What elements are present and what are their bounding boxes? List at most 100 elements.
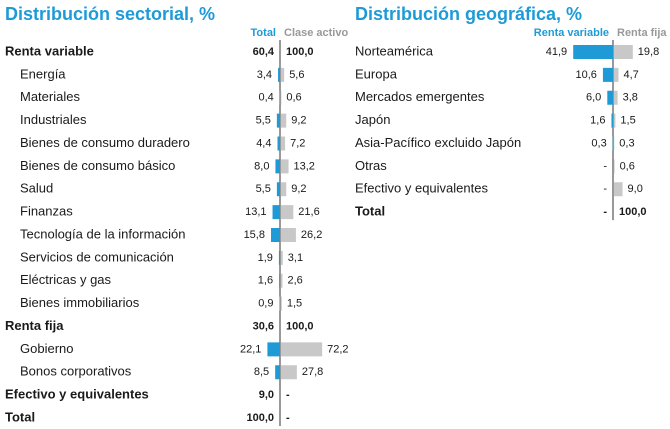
row-label: Mercados emergentes bbox=[355, 89, 485, 104]
value-label: 19,8 bbox=[638, 46, 659, 58]
value-label: 10,6 bbox=[576, 69, 597, 81]
value-label: 3,1 bbox=[288, 252, 303, 264]
bar bbox=[607, 90, 613, 105]
row-label: Efectivo y equivalentes bbox=[355, 181, 488, 196]
value-label: - bbox=[603, 206, 607, 218]
value-label: 0,3 bbox=[591, 137, 606, 149]
bar bbox=[279, 296, 280, 311]
bar bbox=[275, 159, 280, 174]
row-label: Eléctricas y gas bbox=[20, 272, 112, 287]
value-label: 3,8 bbox=[623, 92, 638, 104]
value-label: - bbox=[603, 183, 607, 195]
bar bbox=[614, 67, 619, 82]
value-label: 13,1 bbox=[245, 206, 266, 218]
value-label: 0,6 bbox=[286, 92, 301, 104]
value-label: 5,5 bbox=[256, 115, 271, 127]
row-label: Energía bbox=[20, 66, 66, 81]
value-label: 4,4 bbox=[256, 137, 271, 149]
bar bbox=[281, 136, 286, 151]
value-label: 6,0 bbox=[586, 92, 601, 104]
bar bbox=[281, 273, 283, 288]
value-label: 1,6 bbox=[258, 275, 273, 287]
value-label: 0,6 bbox=[620, 160, 635, 172]
bar bbox=[270, 228, 280, 242]
legend-label: Clase activo bbox=[284, 27, 348, 39]
bar bbox=[281, 113, 287, 128]
value-label: 41,9 bbox=[546, 46, 567, 58]
bar bbox=[279, 273, 280, 288]
value-label: 7,2 bbox=[290, 137, 305, 149]
value-label: - bbox=[286, 389, 290, 401]
row-label: Gobierno bbox=[20, 341, 73, 356]
row-label: Norteamérica bbox=[355, 43, 434, 58]
bar bbox=[267, 342, 280, 357]
bar bbox=[276, 182, 280, 197]
bar bbox=[277, 136, 280, 151]
value-label: 4,7 bbox=[623, 69, 638, 81]
row-label: Finanzas bbox=[20, 204, 73, 219]
row-label: Otras bbox=[355, 158, 387, 173]
value-label: - bbox=[603, 160, 607, 172]
value-label: 1,6 bbox=[590, 115, 605, 127]
bar bbox=[573, 45, 613, 59]
row-label: Salud bbox=[20, 181, 53, 196]
row-label: Materiales bbox=[20, 89, 80, 104]
row-label: Servicios de comunicación bbox=[20, 249, 174, 264]
row-label: Asia-Pacífico excluido Japón bbox=[355, 135, 521, 150]
row-label: Total bbox=[5, 409, 35, 424]
value-label: 9,0 bbox=[628, 183, 643, 195]
bar bbox=[611, 113, 613, 128]
value-label: 1,5 bbox=[620, 115, 635, 127]
bar bbox=[614, 45, 633, 59]
chart-title: Distribución geográfica, % bbox=[355, 4, 582, 24]
value-label: 26,2 bbox=[301, 229, 322, 241]
value-label: 5,6 bbox=[289, 69, 304, 81]
value-label: 1,9 bbox=[258, 252, 273, 264]
value-label: 72,2 bbox=[327, 343, 348, 355]
value-label: 9,0 bbox=[259, 389, 274, 401]
chart-title: Distribución sectorial, % bbox=[5, 4, 215, 24]
legend-label: Renta variable bbox=[534, 27, 609, 39]
value-label: 0,4 bbox=[258, 92, 273, 104]
row-label: Industriales bbox=[20, 112, 87, 127]
bar bbox=[281, 67, 285, 82]
bar bbox=[281, 250, 283, 265]
value-label: 60,4 bbox=[253, 46, 275, 58]
bar bbox=[276, 113, 280, 128]
legend-label: Renta fija bbox=[617, 27, 667, 39]
value-label: 9,2 bbox=[291, 183, 306, 195]
row-label: Europa bbox=[355, 66, 398, 81]
value-label: 0,3 bbox=[619, 137, 634, 149]
value-label: 1,5 bbox=[287, 298, 302, 310]
value-label: 22,1 bbox=[240, 343, 261, 355]
bar bbox=[614, 90, 618, 105]
bar bbox=[281, 228, 296, 242]
row-label: Japón bbox=[355, 112, 390, 127]
bar bbox=[614, 113, 616, 128]
row-label: Renta variable bbox=[5, 43, 94, 58]
value-label: 30,6 bbox=[253, 320, 274, 332]
value-label: - bbox=[286, 412, 290, 424]
value-label: 13,2 bbox=[294, 160, 315, 172]
value-label: 100,0 bbox=[619, 206, 647, 218]
value-label: 3,4 bbox=[257, 69, 272, 81]
value-label: 9,2 bbox=[291, 115, 306, 127]
bar bbox=[278, 250, 280, 265]
bar bbox=[281, 159, 289, 174]
bar bbox=[281, 205, 294, 220]
bar bbox=[281, 296, 282, 311]
bar bbox=[281, 342, 323, 357]
row-label: Tecnología de la información bbox=[20, 226, 186, 241]
value-label: 2,6 bbox=[287, 275, 302, 287]
row-label: Efectivo y equivalentes bbox=[5, 387, 149, 402]
row-label: Renta fija bbox=[5, 318, 64, 333]
value-label: 21,6 bbox=[298, 206, 319, 218]
value-label: 100,0 bbox=[246, 412, 274, 424]
row-label: Bonos corporativos bbox=[20, 364, 132, 379]
value-label: 15,8 bbox=[244, 229, 265, 241]
bar bbox=[272, 205, 280, 220]
value-label: 8,0 bbox=[254, 160, 269, 172]
row-label: Bienes immobiliarios bbox=[20, 295, 140, 310]
value-label: 5,5 bbox=[256, 183, 271, 195]
